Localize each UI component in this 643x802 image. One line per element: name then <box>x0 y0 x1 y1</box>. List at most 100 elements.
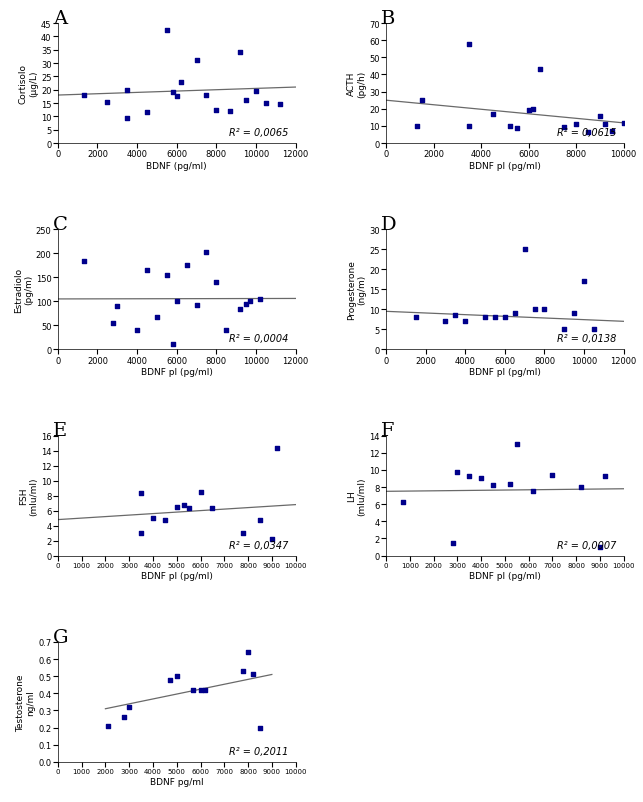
Point <box>168 87 178 99</box>
Point <box>579 276 589 289</box>
Point <box>207 502 217 515</box>
Point <box>623 116 633 129</box>
Point <box>448 537 458 549</box>
Point <box>440 315 451 328</box>
Y-axis label: Estradiolo
(pg/m): Estradiolo (pg/m) <box>14 267 33 313</box>
Point <box>243 646 253 658</box>
Point <box>172 670 182 683</box>
Point <box>559 121 570 134</box>
Point <box>102 96 113 109</box>
Point <box>112 300 122 313</box>
Y-axis label: Cortisolo
(µg/L): Cortisolo (µg/L) <box>19 64 38 104</box>
Point <box>245 295 255 308</box>
Text: R² = 0,0004: R² = 0,0004 <box>229 334 289 344</box>
Y-axis label: ACTH
(pg/h): ACTH (pg/h) <box>347 71 367 98</box>
Point <box>195 683 206 696</box>
Point <box>211 104 221 117</box>
Text: R² = 0,0007: R² = 0,0007 <box>557 540 617 550</box>
Text: E: E <box>53 422 68 439</box>
Point <box>168 338 178 351</box>
Point <box>607 125 617 138</box>
Point <box>599 470 610 483</box>
Point <box>120 711 130 724</box>
Point <box>241 95 251 107</box>
Point <box>132 324 142 337</box>
Text: C: C <box>53 216 68 233</box>
Point <box>528 485 538 498</box>
Point <box>200 683 210 696</box>
Text: G: G <box>53 628 69 646</box>
Point <box>417 95 427 107</box>
Point <box>192 299 202 312</box>
Point <box>464 38 475 51</box>
Point <box>78 255 89 268</box>
Point <box>589 323 599 336</box>
Text: F: F <box>381 422 395 439</box>
Point <box>255 294 265 306</box>
Point <box>460 315 471 328</box>
Point <box>108 317 118 330</box>
Point <box>505 478 515 491</box>
Point <box>176 76 186 89</box>
Point <box>599 119 610 132</box>
Point <box>165 674 175 687</box>
Point <box>488 480 498 492</box>
Point <box>452 467 462 480</box>
Text: R² = 0,0615: R² = 0,0615 <box>557 128 617 138</box>
Point <box>192 55 202 67</box>
Point <box>583 126 593 139</box>
Point <box>523 104 534 117</box>
Point <box>172 500 182 513</box>
Point <box>500 311 510 324</box>
Point <box>251 86 261 99</box>
Point <box>136 488 146 500</box>
Y-axis label: Testosterone
ng/ml: Testosterone ng/ml <box>16 674 35 731</box>
Point <box>450 310 460 322</box>
Point <box>571 119 581 132</box>
Text: R² = 0,0065: R² = 0,0065 <box>229 128 289 138</box>
Point <box>201 247 212 260</box>
X-axis label: BDNF pl (pg/ml): BDNF pl (pg/ml) <box>469 571 541 580</box>
Point <box>476 472 486 484</box>
Point <box>152 311 162 324</box>
Text: R² = 0,0347: R² = 0,0347 <box>229 540 289 550</box>
Text: A: A <box>53 10 68 27</box>
Text: R² = 0,2011: R² = 0,2011 <box>229 746 289 756</box>
Point <box>529 303 539 316</box>
Point <box>539 303 550 316</box>
Point <box>575 481 586 494</box>
Point <box>275 99 285 111</box>
Text: D: D <box>381 216 397 233</box>
Point <box>122 112 132 125</box>
Y-axis label: FSH
(mIu/ml): FSH (mIu/ml) <box>19 476 38 515</box>
Point <box>505 120 515 133</box>
Point <box>181 260 192 273</box>
Point <box>619 118 629 131</box>
Point <box>510 307 520 320</box>
Point <box>261 98 271 111</box>
X-axis label: BDNF pl (pg/ml): BDNF pl (pg/ml) <box>141 571 213 580</box>
Point <box>78 90 89 103</box>
Point <box>161 24 172 37</box>
Point <box>201 90 212 103</box>
X-axis label: BDNF pl (pg/ml): BDNF pl (pg/ml) <box>469 368 541 377</box>
Point <box>410 311 421 324</box>
Point <box>211 277 221 290</box>
Text: R² = 0,0138: R² = 0,0138 <box>557 334 617 344</box>
X-axis label: BDNF pl (pg/ml): BDNF pl (pg/ml) <box>141 368 213 377</box>
Point <box>122 84 132 97</box>
Point <box>188 683 199 696</box>
Text: B: B <box>381 10 395 27</box>
Point <box>235 47 245 60</box>
Point <box>547 469 557 482</box>
Point <box>569 307 579 320</box>
Point <box>528 103 538 116</box>
Y-axis label: LH
(mIu/ml): LH (mIu/ml) <box>347 476 367 515</box>
Point <box>159 514 170 527</box>
Point <box>412 120 422 133</box>
Point <box>595 110 605 123</box>
Point <box>103 719 113 732</box>
Point <box>488 108 498 121</box>
Point <box>464 120 475 133</box>
Point <box>225 106 235 119</box>
